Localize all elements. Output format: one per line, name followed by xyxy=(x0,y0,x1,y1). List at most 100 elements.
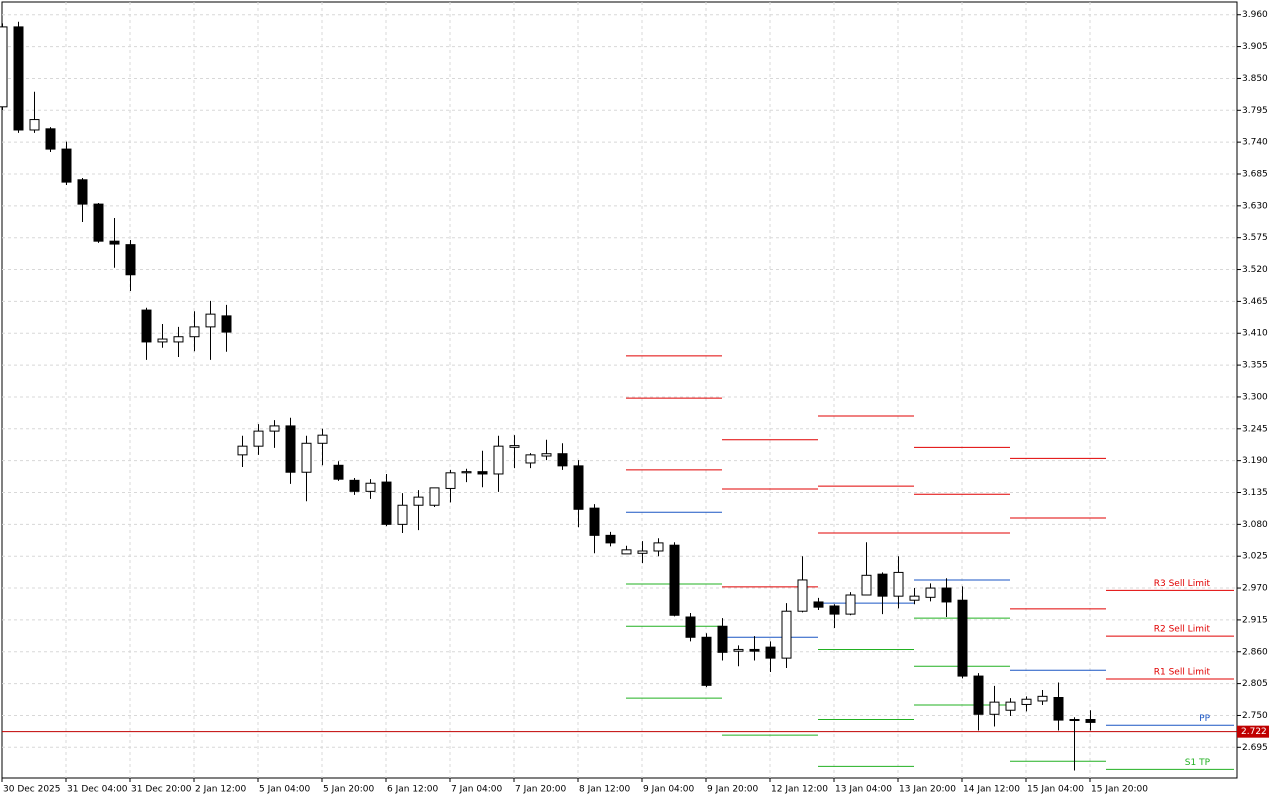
candle-body xyxy=(957,599,968,677)
x-tick-label: 15 Jan 20:00 xyxy=(1091,785,1148,795)
x-tick-label: 7 Jan 04:00 xyxy=(451,785,503,795)
candle-body xyxy=(0,26,8,108)
x-tick-label: 6 Jan 12:00 xyxy=(387,785,439,795)
candle-body xyxy=(557,453,568,467)
y-tick-label: 3.685 xyxy=(1242,169,1268,179)
candle-body xyxy=(13,26,24,131)
candle-body xyxy=(669,544,680,616)
candle-body xyxy=(125,244,136,276)
current-price-label: 2.722 xyxy=(1241,727,1267,737)
candle-body xyxy=(1021,698,1032,705)
candle-body xyxy=(541,453,552,457)
candle-body xyxy=(1005,701,1016,711)
candle-body xyxy=(1085,719,1096,723)
pivot-label: R2 Sell Limit xyxy=(1154,625,1211,635)
plot-frame xyxy=(1,1,1238,779)
candle-body xyxy=(749,648,760,652)
x-tick-label: 31 Dec 20:00 xyxy=(131,785,192,795)
candle-body xyxy=(445,472,456,489)
pivot-label: R1 Sell Limit xyxy=(1154,667,1211,677)
candle-body xyxy=(205,313,216,328)
candle-body xyxy=(477,471,488,475)
candle-body xyxy=(1037,695,1048,702)
x-tick-label: 13 Jan 04:00 xyxy=(835,785,892,795)
candle-body xyxy=(237,445,248,456)
candle-body xyxy=(909,595,920,601)
candle-body xyxy=(397,504,408,525)
candle-body xyxy=(941,587,952,603)
candle-body xyxy=(509,445,520,448)
candle-body xyxy=(157,338,168,343)
y-tick-label: 3.795 xyxy=(1242,106,1268,116)
candle-body xyxy=(733,648,744,652)
candle-body xyxy=(573,465,584,510)
candle-body xyxy=(349,479,360,492)
candle-body xyxy=(93,203,104,242)
y-tick-label: 2.860 xyxy=(1242,647,1268,657)
candle-body xyxy=(1069,719,1080,722)
candle-body xyxy=(221,315,232,333)
candle-body xyxy=(365,482,376,492)
x-tick-label: 15 Jan 04:00 xyxy=(1027,785,1084,795)
candle-body xyxy=(621,549,632,555)
candle-body xyxy=(797,579,808,612)
candle-body xyxy=(109,240,120,245)
y-tick-label: 3.850 xyxy=(1242,74,1268,84)
y-tick-label: 3.575 xyxy=(1242,233,1268,243)
x-tick-label: 31 Dec 04:00 xyxy=(67,785,128,795)
x-tick-label: 9 Jan 20:00 xyxy=(707,785,759,795)
candle-body xyxy=(637,550,648,554)
y-tick-label: 3.080 xyxy=(1242,520,1268,530)
y-tick-label: 3.465 xyxy=(1242,297,1268,307)
candle-body xyxy=(877,573,888,597)
candle-body xyxy=(285,425,296,473)
candle-body xyxy=(717,625,728,653)
pivot-label: R3 Sell Limit xyxy=(1154,579,1211,589)
y-tick-label: 3.410 xyxy=(1242,329,1268,339)
candle-body xyxy=(781,610,792,659)
y-tick-label: 3.190 xyxy=(1242,456,1268,466)
candle-body xyxy=(461,471,472,474)
y-tick-label: 3.740 xyxy=(1242,138,1268,148)
pivot-label: PP xyxy=(1199,714,1210,724)
candle-body xyxy=(893,571,904,597)
x-tick-label: 2 Jan 12:00 xyxy=(195,785,247,795)
candle-body xyxy=(765,646,776,659)
y-tick-label: 3.960 xyxy=(1242,10,1268,20)
y-tick-label: 2.805 xyxy=(1242,679,1268,689)
y-tick-label: 2.695 xyxy=(1242,743,1268,753)
current-price-box xyxy=(1237,725,1269,738)
candle-body xyxy=(925,587,936,598)
candle-body xyxy=(813,601,824,608)
y-tick-label: 3.520 xyxy=(1242,265,1268,275)
candle-body xyxy=(45,128,56,150)
candle-body xyxy=(973,675,984,715)
candle-body xyxy=(413,496,424,506)
candle-body xyxy=(493,445,504,475)
y-tick-label: 3.630 xyxy=(1242,201,1268,211)
candle-body xyxy=(189,326,200,338)
candle-body xyxy=(253,430,264,447)
candle-body xyxy=(701,636,712,686)
y-tick-label: 2.915 xyxy=(1242,615,1268,625)
candle-body xyxy=(989,701,1000,715)
y-tick-label: 3.245 xyxy=(1242,424,1268,434)
candle-body xyxy=(829,605,840,615)
candle-body xyxy=(1053,697,1064,721)
candle-body xyxy=(29,119,40,131)
x-tick-label: 9 Jan 04:00 xyxy=(643,785,695,795)
candle-body xyxy=(525,454,536,464)
y-tick-label: 3.300 xyxy=(1242,392,1268,402)
candle-body xyxy=(269,425,280,432)
candle-body xyxy=(605,534,616,544)
x-tick-label: 5 Jan 20:00 xyxy=(323,785,375,795)
candle-body xyxy=(861,574,872,596)
candle-body xyxy=(429,487,440,506)
y-tick-label: 3.025 xyxy=(1242,552,1268,562)
candle-body xyxy=(589,507,600,536)
candle-body xyxy=(653,542,664,552)
x-tick-label: 30 Dec 2025 xyxy=(3,785,61,795)
candle-body xyxy=(301,442,312,473)
candle-body xyxy=(845,594,856,615)
candle-body xyxy=(173,336,184,343)
